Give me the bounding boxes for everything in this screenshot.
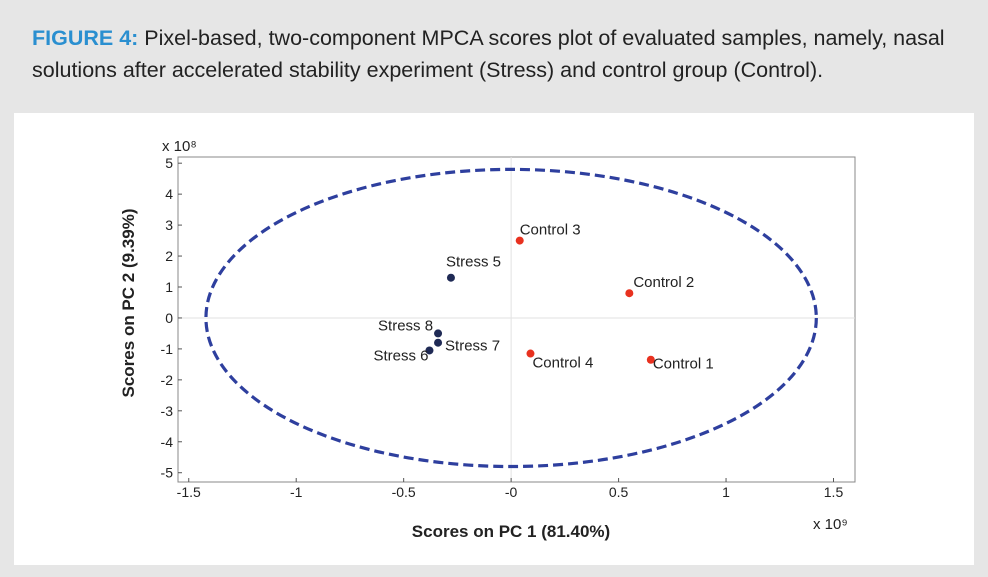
y-multiplier-label: x 10⁸ — [162, 138, 197, 155]
chart-panel: -1.5 -1 -0.5 -0 0.5 1 1.5 -5 -4 -3 -2 -1 0 1 2 3 4 5 Str… — [14, 113, 974, 565]
x-multiplier-label: x 10⁹ — [813, 516, 848, 533]
control-point-label: Control 4 — [532, 355, 593, 372]
x-tick-label: 0.5 — [609, 484, 629, 500]
control-point — [515, 236, 524, 245]
control-point — [646, 355, 655, 364]
x-tick-label: 1.5 — [824, 484, 844, 500]
y-tick-label: -1 — [161, 341, 174, 357]
x-axis-label: Scores on PC 1 (81.40%) — [412, 522, 610, 541]
y-tick-label: 5 — [165, 155, 173, 171]
x-tick-label: 1 — [722, 484, 730, 500]
figure-caption-text: Pixel-based, two-component MPCA scores p… — [32, 26, 945, 82]
stress-point — [434, 329, 443, 338]
stress-point-label: Stress 8 — [378, 317, 433, 334]
x-tick-label: -1 — [290, 484, 303, 500]
stress-point — [425, 346, 434, 355]
y-tick-label: 2 — [165, 248, 173, 264]
control-point — [625, 289, 634, 298]
stress-point — [434, 338, 443, 347]
y-tick-label: 0 — [165, 310, 173, 326]
stress-point-label: Stress 7 — [445, 338, 500, 355]
x-tick-label: -0.5 — [392, 484, 416, 500]
confidence-ellipse — [204, 167, 818, 469]
y-tick-label: -5 — [161, 465, 174, 481]
stress-point-label: Stress 5 — [446, 254, 501, 271]
y-tick-label: -2 — [161, 372, 174, 388]
plot-area — [177, 156, 856, 483]
y-tick-label: 4 — [165, 186, 173, 202]
x-tick-label: -0 — [505, 484, 518, 500]
y-tick-label: 3 — [165, 217, 173, 233]
stress-point — [446, 273, 455, 282]
y-tick-label: -3 — [161, 403, 174, 419]
figure-caption: FIGURE 4: Pixel-based, two-component MPC… — [32, 22, 972, 86]
control-point-label: Control 3 — [520, 222, 581, 239]
scores-scatter-plot: -1.5 -1 -0.5 -0 0.5 1 1.5 -5 -4 -3 -2 -1 0 1 2 3 4 5 Str… — [119, 138, 856, 541]
stress-point-label: Stress 6 — [373, 347, 428, 364]
figure-label: FIGURE 4: — [32, 26, 139, 50]
y-tick-label: -4 — [161, 434, 174, 450]
control-point — [526, 349, 535, 358]
y-tick-label: 1 — [165, 279, 173, 295]
x-tick-label: -1.5 — [177, 484, 201, 500]
control-point-label: Control 1 — [653, 356, 714, 373]
control-point-label: Control 2 — [633, 274, 694, 291]
y-axis-label: Scores on PC 2 (9.39%) — [119, 209, 138, 398]
